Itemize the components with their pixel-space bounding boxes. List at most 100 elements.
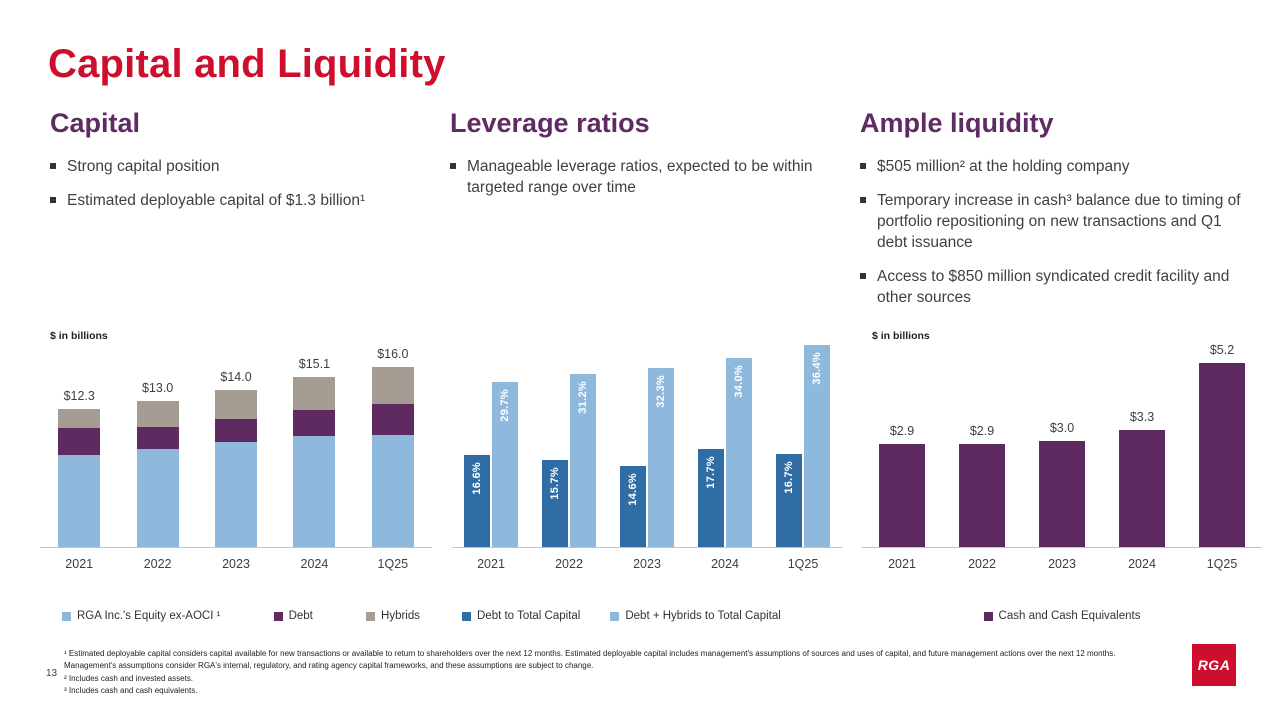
bar-column: 17.7% 34.0% [686, 328, 764, 547]
bar-total-label: $16.0 [377, 347, 409, 362]
bullet-text: Manageable leverage ratios, expected to … [467, 158, 813, 196]
axis-category-label: 2022 [143, 557, 172, 571]
chart-liquidity-bar: $ in billions $2.9 $2.9 $3.0 $3.3 $5.2 2021 2… [862, 328, 1262, 571]
bar-segment-debt [58, 427, 101, 455]
bar-value-label: 29.7% [499, 389, 511, 422]
axis-category-label: 2022 [968, 557, 996, 571]
legend-item: RGA Inc.'s Equity ex-AOCI ¹ [62, 610, 220, 622]
rga-logo: RGA [1192, 644, 1236, 686]
axis-unit-label: $ in billions [872, 330, 930, 342]
bullet-icon [860, 163, 866, 169]
bullet-text: Strong capital position [67, 158, 220, 175]
bar-value-label: 36.4% [811, 352, 823, 385]
section-leverage: Leverage ratios Manageable leverage rati… [450, 108, 860, 322]
bullet-item: $505 million² at the holding company [860, 157, 1262, 178]
bullet-item: Temporary increase in cash³ balance due … [860, 191, 1262, 254]
axis-category-label: 2024 [711, 557, 739, 571]
bullet-text: Temporary increase in cash³ balance due … [877, 191, 1241, 251]
bar-column: 15.7% 31.2% [530, 328, 608, 547]
axis-category-label: 2024 [300, 557, 329, 571]
bar-column: $16.0 [354, 328, 432, 547]
legend-item: Debt [273, 610, 313, 622]
bullet-item: Access to $850 million syndicated credit… [860, 267, 1262, 309]
axis-category-label: 2021 [65, 557, 94, 571]
bar-value-label: $2.9 [969, 424, 995, 439]
bullet-item: Estimated deployable capital of $1.3 bil… [50, 191, 450, 212]
plot-area: $2.9 $2.9 $3.0 $3.3 $5.2 [862, 328, 1262, 548]
axis-category-label: 2022 [555, 557, 583, 571]
bar-segment-hybrids [136, 400, 179, 427]
footnote-1: ¹ Estimated deployable capital considers… [64, 649, 1116, 671]
bar-column: $15.1 [275, 328, 353, 547]
bullet-text: Estimated deployable capital of $1.3 bil… [67, 191, 366, 209]
axis-category-label: 1Q25 [377, 557, 409, 571]
stacked-bar [136, 400, 179, 547]
axis-category-label: 2024 [1128, 557, 1156, 571]
legend-label: Debt + Hybrids to Total Capital [625, 610, 781, 622]
footnotes: ¹ Estimated deployable capital considers… [64, 648, 1134, 698]
bar-column: $2.9 [942, 328, 1022, 547]
bar-column: $5.2 [1182, 328, 1262, 547]
bar-group: 15.7% 31.2% [542, 373, 596, 547]
page-title: Capital and Liquidity [48, 42, 446, 86]
bar-column: 16.6% 29.7% [452, 328, 530, 547]
bar-value-label: $5.2 [1209, 343, 1235, 357]
axis-unit-label: $ in billions [50, 330, 108, 342]
bar-value-label: $3.3 [1129, 410, 1155, 425]
bar: 16.6% [464, 454, 490, 547]
section-capital: Capital Strong capital position Estimate… [50, 108, 450, 322]
legend-swatch [610, 611, 620, 621]
stacked-bar [371, 367, 414, 547]
axis-category-label: 2021 [888, 557, 916, 571]
stacked-bar [293, 377, 336, 547]
bar-segment-hybrids [58, 408, 101, 428]
footnote-2: ² Includes cash and invested assets. [64, 673, 193, 683]
bar-column: $13.0 [118, 328, 196, 547]
bar-value-label: 16.7% [783, 461, 795, 495]
legend-item: Hybrids [366, 610, 420, 622]
legend-swatch [62, 611, 71, 621]
bar-column: $14.0 [197, 328, 275, 547]
footnote-3: ³ Includes cash and cash equivalents. [64, 686, 198, 696]
bar: 15.7% [542, 459, 568, 547]
page-number: 13 [46, 668, 58, 679]
bar: 31.2% [570, 373, 596, 547]
bar-segment-debt [215, 418, 258, 443]
bar: 34.0% [726, 358, 752, 547]
bar-segment-rga-inc-s-equity-ex-aoci- [58, 454, 101, 547]
legend-label: Debt [288, 610, 313, 622]
bar-segment-rga-inc-s-equity-ex-aoci- [215, 442, 258, 547]
bar-value-label: 32.3% [655, 374, 667, 408]
bar-value-label: 17.7% [705, 455, 717, 489]
x-axis-labels: 2021 2022 2023 2024 1Q25 [452, 557, 842, 571]
x-axis-labels: 2021 2022 2023 2024 1Q25 [40, 557, 432, 571]
bar-total-label: $15.1 [298, 357, 331, 372]
bar-value-label: 15.7% [549, 466, 561, 500]
bar [879, 444, 925, 547]
bar-group: 17.7% 34.0% [698, 358, 752, 547]
bar-value-label: 31.2% [577, 380, 589, 414]
bar: 17.7% [698, 448, 724, 547]
legend-item: Cash and Cash Equivalents [983, 610, 1140, 622]
bar-segment-debt [293, 409, 336, 436]
axis-category-label: 1Q25 [787, 557, 819, 571]
legend-label: RGA Inc.'s Equity ex-AOCI ¹ [77, 610, 221, 622]
bullet-icon [450, 163, 456, 169]
legend-label: Hybrids [381, 610, 420, 622]
axis-category-label: 2021 [477, 557, 505, 571]
bar-value-label: 14.6% [627, 473, 639, 506]
axis-category-label: 1Q25 [1206, 557, 1238, 571]
bullet-item: Manageable leverage ratios, expected to … [450, 157, 860, 199]
legend-swatch [366, 611, 376, 621]
bar-segment-debt [136, 426, 179, 450]
bar-column: 14.6% 32.3% [608, 328, 686, 547]
bar-column: $12.3 [40, 328, 118, 547]
section-heading-capital: Capital [50, 108, 141, 138]
bar: 29.7% [492, 382, 518, 547]
bar-group: 16.7% 36.4% [776, 345, 830, 547]
bar-column: $3.0 [1022, 328, 1102, 547]
axis-category-label: 2023 [1048, 557, 1076, 571]
bar [1199, 363, 1245, 547]
bullet-item: Strong capital position [50, 157, 450, 178]
bullet-list-leverage: Manageable leverage ratios, expected to … [450, 157, 860, 199]
